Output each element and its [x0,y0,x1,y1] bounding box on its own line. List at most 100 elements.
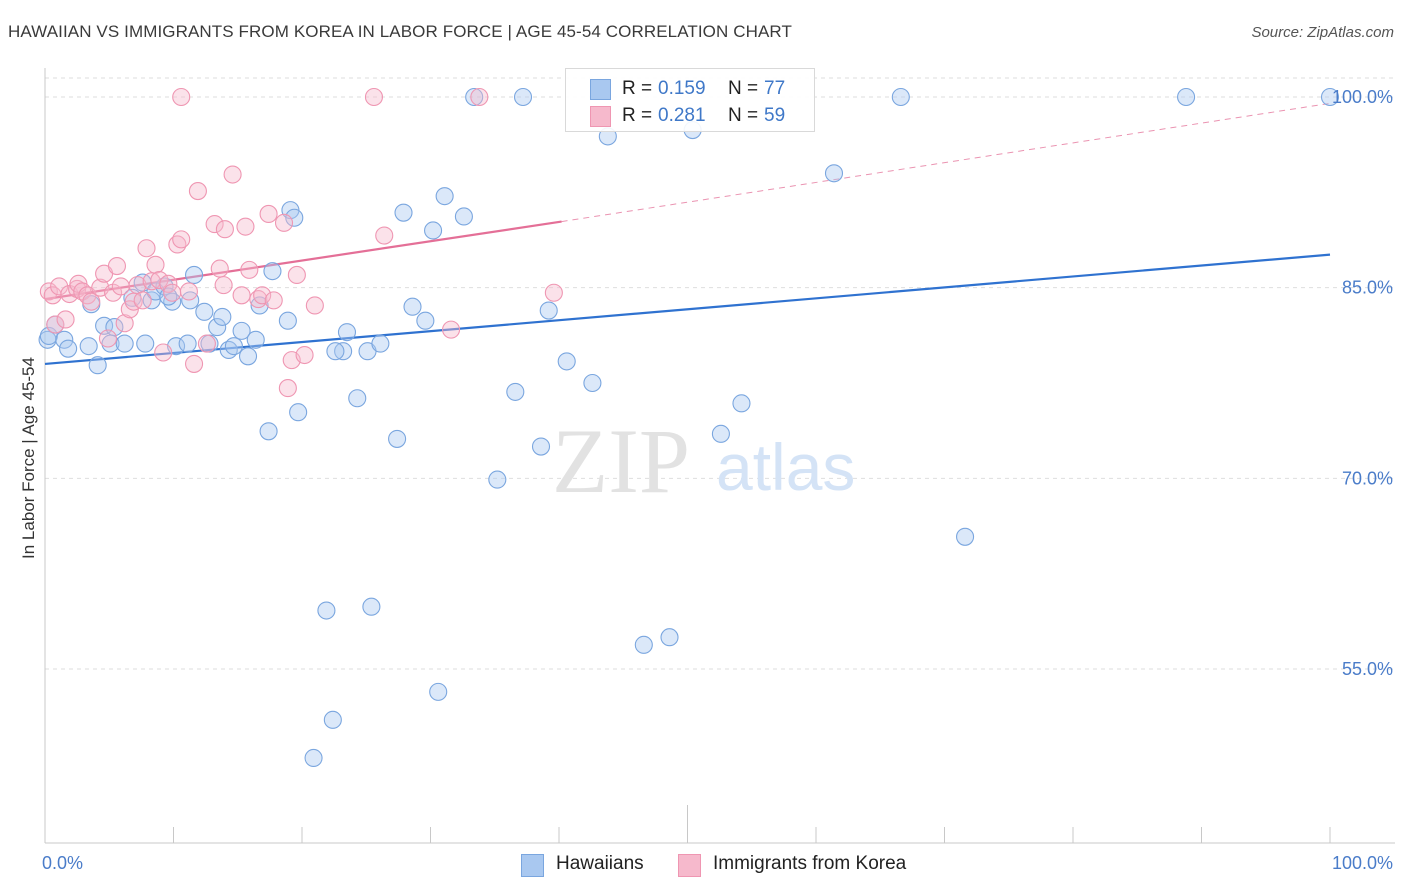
data-point-pink [137,239,156,258]
data-point-pink [188,182,207,201]
data-point-blue [1177,87,1196,107]
data-point-pink [215,220,234,239]
data-point-blue [213,307,232,326]
data-point-blue [79,337,98,356]
trend-lines [44,102,1331,366]
data-point-blue [208,318,227,337]
data-point-pink [50,277,69,296]
data-point-blue [39,326,58,346]
data-point-blue [285,208,304,227]
data-point-blue [238,347,258,366]
data-point-pink [98,329,118,348]
data-point-blue [424,221,443,240]
chart-title: HAWAIIAN VS IMMIGRANTS FROM KOREA IN LAB… [8,22,792,41]
data-point-pink [232,286,251,305]
y-axis-label: In Labor Force | Age 45-54 [19,357,38,559]
data-point-blue [416,311,435,330]
data-point-pink [287,265,306,285]
legend-r-value: 0.159 [658,78,706,99]
data-point-pink [295,345,314,365]
data-point-pink [172,230,191,249]
data-point-pink [274,213,294,232]
data-point-blue [88,356,107,375]
data-point-blue [263,262,282,281]
data-point-blue [531,437,551,456]
y-tick-label: 55.0% [1342,659,1393,679]
data-point-blue [259,422,278,441]
data-point-pink [442,320,461,339]
data-point-pink [205,215,224,234]
watermark-zip: ZIP [552,410,690,512]
data-point-pink [197,334,216,353]
data-point-pink [470,87,489,107]
data-point-blue [289,403,308,422]
watermark: ZIP atlas [552,410,855,512]
data-point-pink [236,217,255,236]
data-point-blue [105,318,124,337]
data-point-pink [179,282,198,301]
data-point-blue [136,334,155,353]
data-point-blue [956,527,975,546]
data-point-blue [362,597,381,616]
data-point-pink [133,291,152,310]
data-point-pink [214,276,233,295]
legend-n-value: 77 [764,78,786,99]
legend-n-value: 59 [764,105,786,126]
data-point-blue [246,330,265,349]
data-point-pink [146,255,165,274]
data-point-blue [711,424,730,443]
legend-swatch-pink [590,106,611,127]
data-point-blue [371,334,390,353]
data-point-pink [264,291,283,310]
bottom-legend-label: Immigrants from Korea [713,853,907,874]
data-point-pink [46,315,65,334]
data-point-pink [115,314,134,333]
data-point-blue [337,323,357,342]
data-point-pink [375,226,394,245]
data-point-blue [824,164,844,183]
data-point-blue [513,87,533,107]
trend-extension-pink [561,102,1331,223]
data-point-blue [278,311,297,330]
data-point-pink [223,165,242,184]
data-point-pink [56,310,75,329]
data-point-blue [178,334,197,353]
data-point-blue [224,337,243,356]
legend-r-label: R = [622,105,653,126]
data-point-pink [111,277,130,296]
axes [44,68,1395,844]
data-point-blue [348,389,367,408]
bottom-legend-label: Hawaiians [556,853,644,874]
data-point-blue [732,394,751,413]
data-point-pink [364,87,384,107]
data-point-blue [465,87,484,107]
data-point-blue [394,203,413,222]
trend-line-blue [44,253,1331,366]
x-tick-label-start: 0.0% [42,853,83,873]
y-tick-label: 85.0% [1342,278,1393,298]
source-label: Source: ZipAtlas.com [1251,24,1394,41]
data-point-blue [323,710,342,729]
data-point-blue [539,301,558,320]
data-point-blue [660,628,679,647]
data-point-blue [334,342,353,361]
data-point-pink [107,257,127,276]
legend-r-value: 0.281 [658,105,706,126]
data-point-blue [326,342,345,361]
data-point-pink [305,296,324,315]
data-point-blue [55,330,74,349]
y-tick-label: 70.0% [1342,468,1393,488]
data-point-blue [506,382,525,401]
data-point-blue [634,635,653,654]
legend-n-label: N = [728,78,759,99]
data-point-pink [150,270,169,290]
data-point-blue [891,87,910,107]
data-point-blue [195,302,214,321]
data-point-pink [210,259,229,278]
data-point-blue [429,682,448,701]
data-point-pink [154,343,173,362]
data-point-blue [488,470,507,489]
data-point-pink [163,283,182,302]
bottom-legend-swatch-pink [678,854,701,877]
